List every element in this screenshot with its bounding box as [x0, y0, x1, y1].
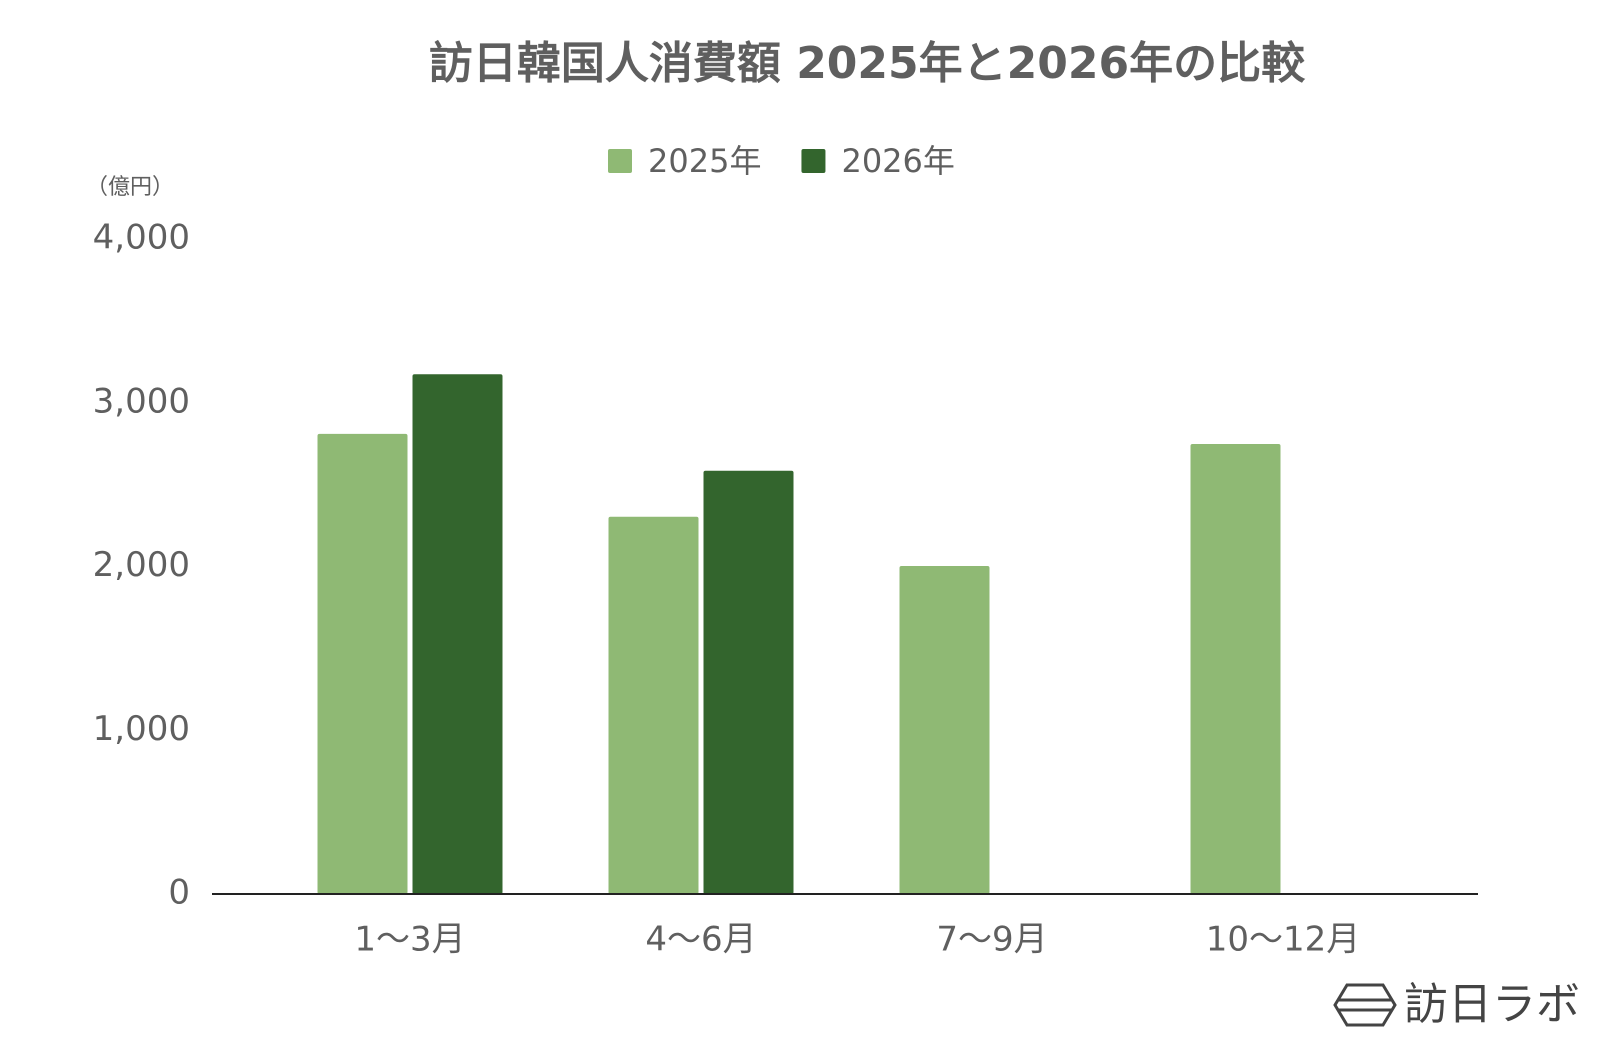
- watermark: 訪日ラボ: [1333, 979, 1580, 1030]
- bar: [703, 470, 794, 894]
- y-tick-label: 3,000: [93, 381, 190, 421]
- bar: [899, 566, 990, 894]
- bar: [1190, 444, 1281, 894]
- x-tick-label: 4〜6月: [645, 920, 756, 960]
- bar: [412, 374, 503, 894]
- bar: [317, 433, 408, 894]
- watermark-icon: [1333, 983, 1397, 1027]
- y-tick-label: 2,000: [93, 545, 190, 585]
- x-tick-label: 1〜3月: [354, 920, 465, 960]
- chart-title: 訪日韓国人消費額 2025年と2026年の比較: [429, 38, 1306, 89]
- y-tick-label: 1,000: [93, 709, 190, 749]
- x-tick-label: 7〜9月: [936, 920, 1047, 960]
- y-tick-label: 4,000: [93, 218, 190, 258]
- watermark-text: 訪日ラボ: [1404, 979, 1580, 1030]
- legend-swatch: [608, 149, 632, 173]
- y-axis-label: （億円）: [86, 175, 174, 200]
- legend-swatch: [801, 149, 826, 173]
- x-tick-label: 10〜12月: [1206, 920, 1361, 960]
- legend-label: 2025年: [648, 142, 761, 180]
- legend-label: 2026年: [841, 142, 954, 180]
- bar: [608, 516, 699, 894]
- y-tick-label: 0: [168, 873, 190, 913]
